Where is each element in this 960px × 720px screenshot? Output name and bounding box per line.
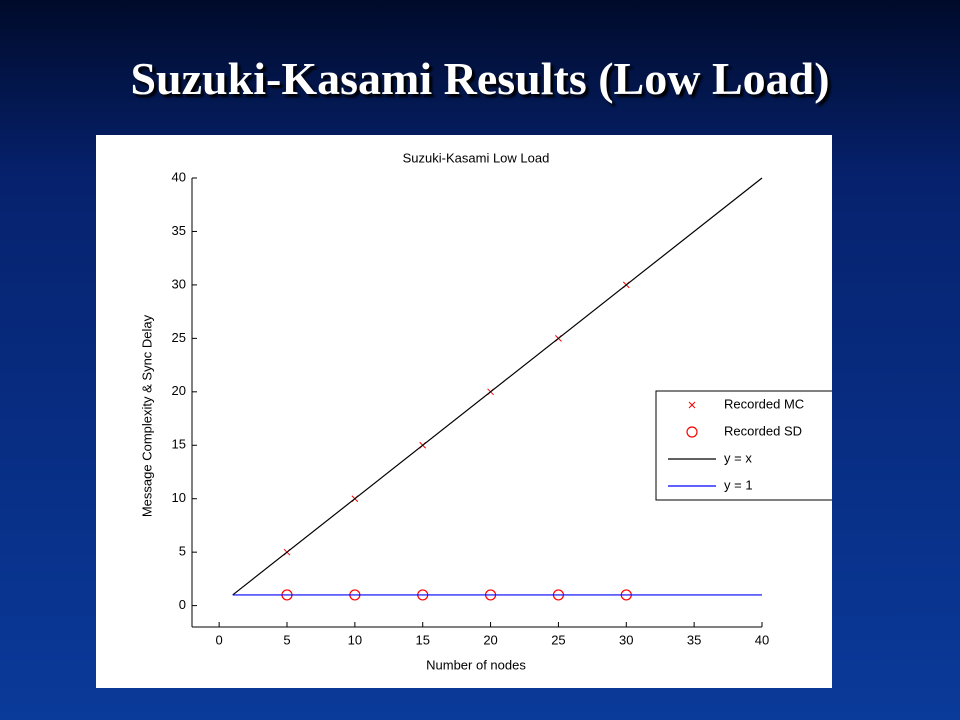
slide-title: Suzuki-Kasami Results (Low Load) xyxy=(130,53,830,104)
y-tick-label: 20 xyxy=(172,383,186,398)
x-tick-label: 40 xyxy=(755,632,769,647)
x-tick-label: 25 xyxy=(551,632,565,647)
y-axis-label: Message Complexity & Sync Delay xyxy=(139,314,154,517)
chart: Suzuki-Kasami Low Load Number of nodes M… xyxy=(96,135,832,688)
y-tick-label: 10 xyxy=(172,490,186,505)
y-tick-label: 15 xyxy=(172,437,186,452)
legend-label: y = x xyxy=(724,450,752,465)
x-tick-label: 20 xyxy=(483,632,497,647)
legend-label: Recorded MC xyxy=(724,396,804,411)
y-tick-label: 40 xyxy=(172,169,186,184)
y-tick-label: 0 xyxy=(179,597,186,612)
x-axis-label: Number of nodes xyxy=(426,657,526,672)
x-tick-label: 5 xyxy=(283,632,290,647)
x-tick-label: 30 xyxy=(619,632,633,647)
x-tick-label: 0 xyxy=(216,632,223,647)
chart-title: Suzuki-Kasami Low Load xyxy=(403,150,550,165)
y-tick-label: 25 xyxy=(172,330,186,345)
legend-swatch xyxy=(688,401,696,409)
x-tick-label: 15 xyxy=(415,632,429,647)
x-tick-label: 10 xyxy=(348,632,362,647)
y-tick-label: 35 xyxy=(172,223,186,238)
legend-box xyxy=(655,390,832,501)
x-tick-label: 35 xyxy=(687,632,701,647)
series-line xyxy=(232,177,763,596)
y-tick-label: 5 xyxy=(179,544,186,559)
y-tick-label: 30 xyxy=(172,276,186,291)
legend-label: y = 1 xyxy=(724,477,753,492)
legend-swatch xyxy=(686,426,698,438)
legend-label: Recorded SD xyxy=(724,423,802,438)
